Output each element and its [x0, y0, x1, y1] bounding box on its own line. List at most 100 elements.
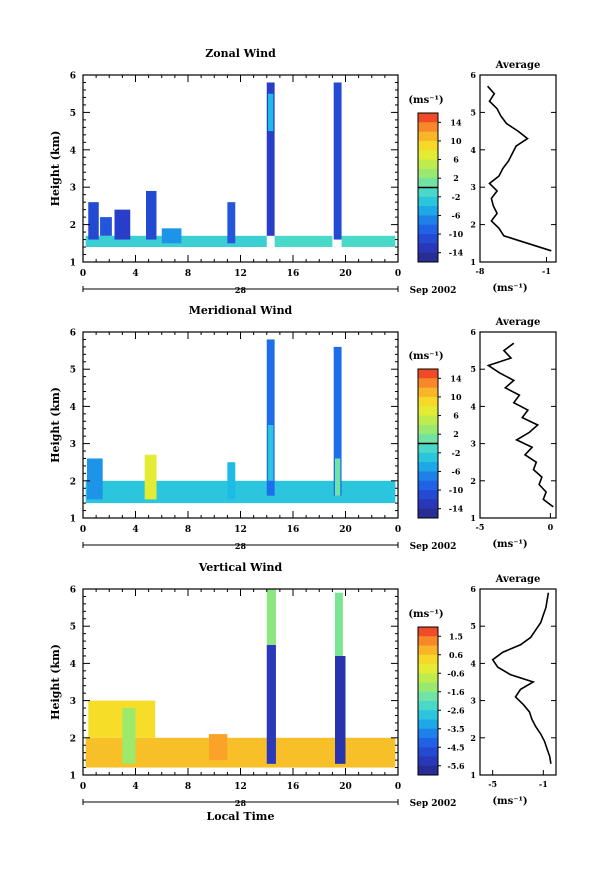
x-tick-label: 0: [395, 782, 401, 792]
data-patch: [274, 235, 333, 248]
y-tick-label: 5: [70, 109, 76, 119]
y-tick-label: 4: [70, 660, 76, 670]
colorbar-segment: [418, 215, 438, 226]
colorbar-segment: [418, 691, 438, 702]
colorbar-segment: [418, 243, 438, 254]
colorbar-segment: [418, 480, 438, 491]
x-tick-label: 0: [80, 782, 86, 792]
y-axis-label: Height (km): [49, 387, 62, 463]
data-patch: [268, 425, 274, 481]
colorbar-segment: [418, 434, 438, 444]
y-tick-label: 2: [70, 477, 76, 487]
colorbar-segment: [418, 168, 438, 179]
profile-frame: [479, 588, 557, 776]
colorbar-segment: [418, 378, 438, 389]
colorbar-segment: [418, 140, 438, 151]
colorbar-segment: [418, 206, 438, 216]
colorbar-tick-label: 2: [453, 173, 459, 183]
colorbar-segment: [418, 499, 438, 510]
colorbar-tick-label: -14: [449, 248, 464, 258]
profile-x-tick-label: -5: [476, 522, 485, 532]
y-tick-label: 3: [70, 440, 76, 450]
colorbar-segment: [418, 747, 438, 757]
x-tick-label: 12: [234, 782, 247, 792]
profile-title: Average: [495, 574, 541, 585]
colorbar-segment: [418, 719, 438, 730]
data-patch: [333, 82, 342, 240]
colorbar-segment: [418, 728, 438, 739]
y-tick-label: 6: [70, 586, 76, 596]
colorbar-tick-label: 10: [450, 392, 462, 402]
y-tick-label: 3: [70, 184, 76, 194]
colorbar-segment: [418, 627, 438, 637]
profile-y-tick-label: 1: [470, 770, 476, 780]
profile-y-tick-label: 5: [470, 364, 476, 374]
data-patch: [144, 454, 157, 500]
profile-y-tick-label: 4: [470, 658, 476, 668]
date-label: Sep 2002: [410, 286, 457, 296]
profile-y-tick-label: 3: [470, 696, 476, 706]
x-tick-label: 0: [80, 525, 86, 535]
profile-y-tick-label: 2: [470, 220, 476, 230]
data-patch: [333, 346, 342, 496]
data-patch: [114, 209, 131, 240]
colorbar-tick-label: -1.6: [447, 687, 465, 697]
colorbar-segment: [418, 490, 438, 500]
data-patch: [266, 339, 275, 496]
colorbar-segment: [418, 443, 438, 454]
colorbar-unit: (ms⁻¹): [408, 609, 443, 620]
colorbar-tick-label: -14: [449, 504, 464, 514]
x-tick-label: 20: [339, 782, 352, 792]
data-patch: [161, 228, 182, 244]
colorbar-tick-label: -5.6: [447, 761, 465, 771]
data-patch: [335, 592, 343, 656]
colorbar-tick-label: 2: [453, 429, 459, 439]
data-patch: [266, 644, 276, 764]
colorbar-tick-label: -2: [452, 448, 461, 458]
colorbar-tick-label: 6: [453, 411, 459, 421]
chart-title: Zonal Wind: [205, 47, 276, 60]
colorbar-tick-label: -10: [449, 485, 464, 495]
colorbar-segment: [418, 369, 438, 379]
colorbar-segment: [418, 234, 438, 244]
colorbar-segment: [418, 178, 438, 188]
colorbar-segment: [418, 113, 438, 123]
profile-x-tick-label: -8: [476, 266, 485, 276]
colorbar-segment: [418, 131, 438, 142]
colorbar-segment: [418, 122, 438, 133]
profile-x-tick-label: 0: [548, 522, 554, 532]
profile-y-tick-label: 3: [470, 182, 476, 192]
colorbar-segment: [418, 196, 438, 207]
x-tick-label: 8: [185, 782, 191, 792]
profile-y-tick-label: 5: [470, 621, 476, 631]
y-axis-label: Height (km): [49, 131, 62, 207]
x-tick-label: 20: [339, 269, 352, 279]
data-patch: [146, 190, 157, 240]
profile-y-tick-label: 4: [470, 145, 476, 155]
profile-frame: [479, 74, 557, 263]
colorbar-segment: [418, 187, 438, 198]
profile-y-tick-label: 2: [470, 476, 476, 486]
x-tick-label: 4: [132, 269, 138, 279]
x-tick-label: 4: [132, 782, 138, 792]
profile-y-tick-label: 5: [470, 107, 476, 117]
colorbar-tick-label: 14: [450, 373, 462, 383]
colorbar-tick-label: 6: [453, 155, 459, 165]
colorbar-unit: (ms⁻¹): [408, 95, 443, 106]
y-tick-label: 1: [70, 772, 76, 782]
data-patch: [227, 462, 236, 500]
colorbar-segment: [418, 738, 438, 748]
x-tick-label: 20: [339, 525, 352, 535]
profile-y-tick-label: 1: [470, 513, 476, 523]
colorbar-segment: [418, 415, 438, 426]
profile-y-tick-label: 2: [470, 733, 476, 743]
y-tick-label: 1: [70, 259, 76, 269]
y-tick-label: 4: [70, 146, 76, 156]
profile-y-tick-label: 6: [470, 327, 476, 337]
colorbar-tick-label: 14: [450, 117, 462, 127]
colorbar-segment: [418, 452, 438, 463]
x-tick-label: 12: [234, 525, 247, 535]
x-tick-label: 8: [185, 525, 191, 535]
chart-title: Meridional Wind: [189, 304, 293, 317]
